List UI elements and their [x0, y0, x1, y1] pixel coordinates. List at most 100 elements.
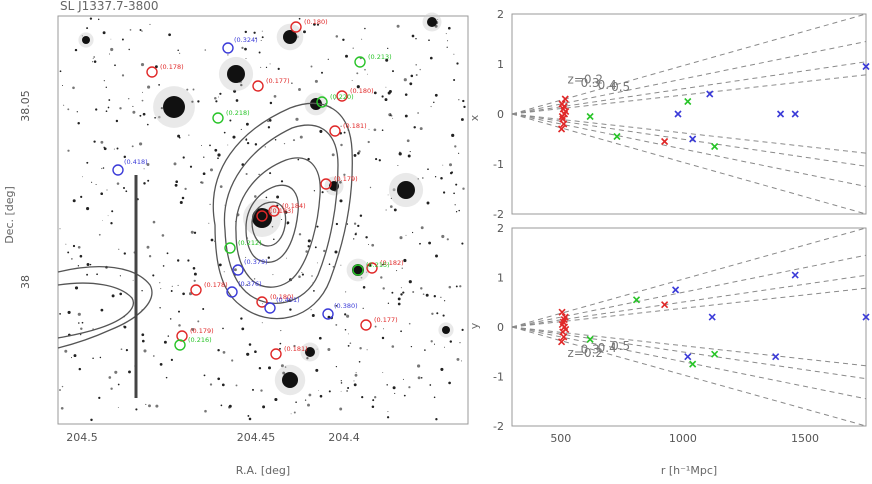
background-source — [361, 38, 363, 40]
background-source — [342, 38, 345, 42]
background-source — [193, 279, 196, 282]
background-source — [80, 333, 82, 336]
background-source — [192, 88, 195, 91]
bottom-xlabel: r [h⁻¹Mpc] — [661, 464, 717, 477]
background-source — [167, 335, 170, 337]
background-source — [223, 131, 226, 134]
green-point — [711, 142, 719, 151]
redshift-label: z=0.2 — [568, 73, 603, 87]
background-source — [267, 256, 270, 259]
background-source — [269, 63, 271, 65]
background-source — [95, 108, 98, 111]
background-source — [353, 383, 357, 387]
background-source — [139, 29, 142, 31]
background-source — [349, 342, 352, 344]
redshift-label: 0.5 — [611, 80, 630, 94]
background-source — [218, 96, 219, 98]
background-source — [86, 263, 90, 266]
background-source — [343, 173, 346, 176]
top-redshift-lines: z=0.20.30.40.5 — [511, 13, 867, 215]
background-source — [319, 129, 323, 133]
background-source — [448, 285, 452, 289]
background-source — [241, 46, 244, 50]
background-source — [77, 312, 81, 316]
background-source — [64, 349, 68, 353]
background-source — [283, 142, 286, 145]
background-source — [201, 181, 204, 184]
background-source — [255, 37, 257, 40]
background-source — [92, 57, 94, 59]
background-source — [403, 78, 407, 82]
background-source — [74, 286, 79, 290]
background-source — [106, 189, 108, 191]
contour-2 — [223, 124, 339, 304]
bright-star — [82, 36, 90, 44]
red-redshift-label: (0.179) — [334, 175, 358, 183]
background-source — [233, 89, 237, 93]
green-member-marker — [316, 96, 328, 108]
bottom-ylabel: y — [468, 322, 481, 329]
background-source — [159, 282, 161, 284]
background-source — [246, 141, 250, 145]
background-source — [425, 293, 429, 297]
background-source — [373, 91, 377, 95]
background-source — [390, 197, 392, 199]
background-source — [354, 373, 358, 377]
background-source — [173, 162, 177, 166]
top-frame — [511, 13, 867, 215]
background-source — [135, 408, 138, 411]
background-source — [116, 182, 120, 185]
background-source — [378, 159, 381, 162]
background-source — [392, 188, 396, 192]
background-source — [280, 364, 284, 368]
background-source — [202, 308, 205, 310]
background-source — [375, 158, 378, 161]
background-source — [321, 191, 324, 194]
background-source — [220, 404, 223, 407]
background-source — [269, 101, 273, 105]
green-point — [684, 97, 692, 106]
background-source — [188, 134, 190, 136]
background-source — [299, 135, 303, 139]
background-source — [397, 165, 399, 166]
bright-star — [283, 30, 297, 44]
red-point — [558, 112, 566, 121]
background-source — [443, 300, 446, 302]
background-source — [343, 131, 346, 134]
background-source — [240, 128, 242, 130]
ytick-label: 0 — [497, 321, 504, 334]
background-source — [187, 259, 190, 262]
background-source — [91, 181, 93, 183]
background-source — [248, 343, 252, 346]
background-source — [192, 267, 196, 270]
background-source — [454, 145, 457, 148]
background-source — [221, 383, 225, 387]
redshift-label: 0.5 — [611, 339, 630, 353]
red-point — [560, 120, 568, 128]
redshift-line — [511, 227, 867, 328]
contour-outer — [212, 102, 353, 320]
background-source — [446, 46, 448, 48]
background-source — [202, 172, 206, 176]
background-source — [346, 223, 349, 225]
background-source — [420, 287, 423, 290]
sky-ytick: 38 — [19, 275, 32, 289]
background-source — [368, 128, 370, 130]
background-source — [186, 88, 189, 91]
background-source — [383, 328, 385, 330]
background-source — [404, 93, 408, 96]
background-source — [119, 107, 122, 110]
background-source — [318, 336, 322, 340]
background-source — [455, 285, 458, 288]
ytick-label: -1 — [493, 371, 504, 384]
background-source — [415, 64, 417, 66]
background-source — [290, 413, 292, 415]
red-point — [560, 102, 568, 111]
green-point — [632, 296, 641, 304]
background-source — [193, 231, 197, 234]
background-source — [204, 409, 207, 413]
background-source — [301, 272, 303, 273]
background-source — [100, 140, 104, 144]
background-source — [63, 104, 65, 106]
background-source — [298, 233, 302, 236]
